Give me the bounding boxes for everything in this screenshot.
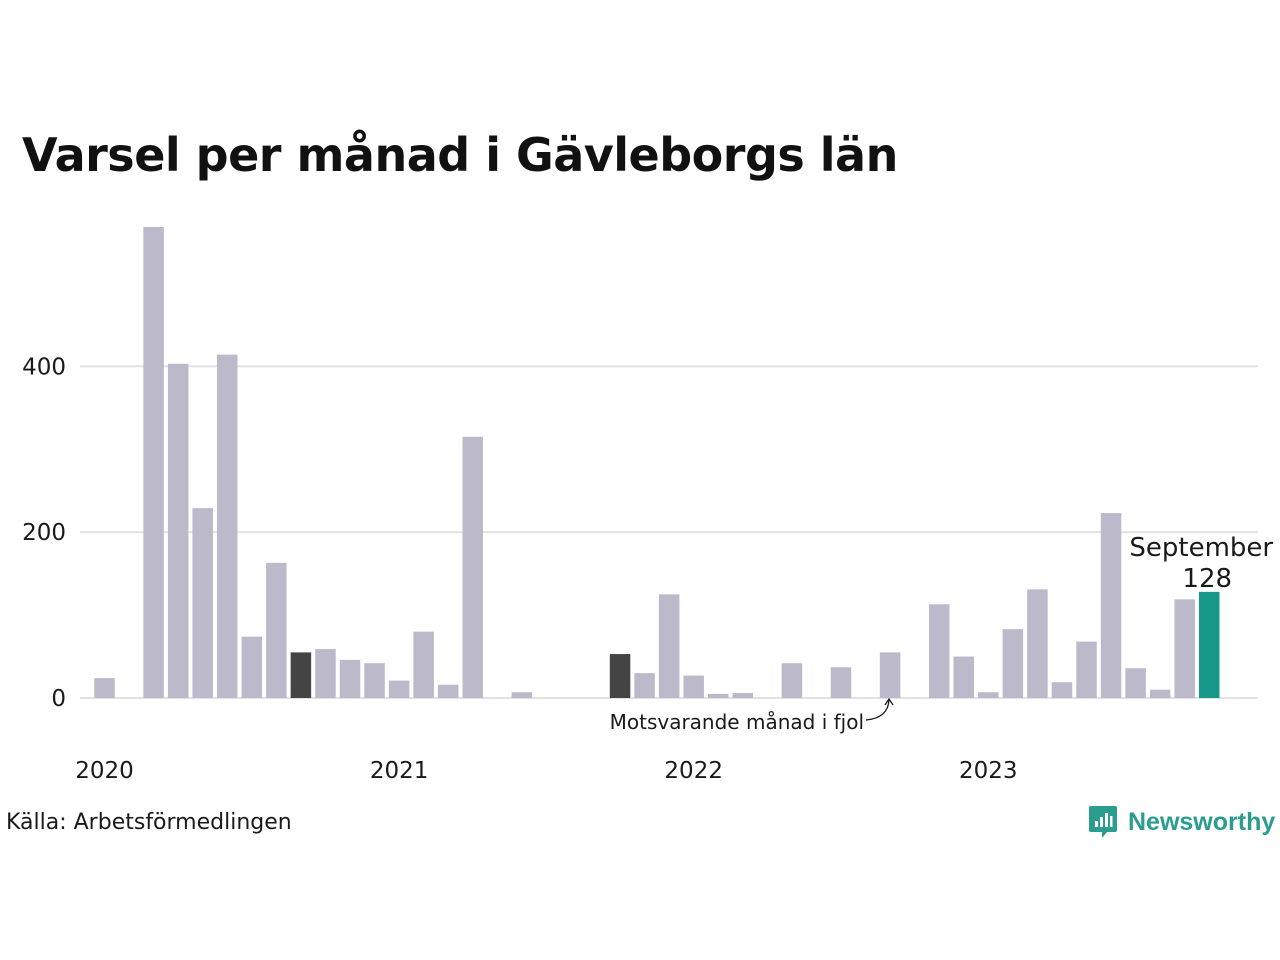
last-year-note: Motsvarande månad i fjol xyxy=(610,710,864,734)
bar xyxy=(462,436,483,698)
x-tick-label: 2021 xyxy=(370,758,429,784)
y-tick-label: 400 xyxy=(22,354,66,380)
bar xyxy=(781,663,803,698)
bar-same-month-last-year xyxy=(609,654,631,698)
chart-title: Varsel per månad i Gävleborgs län xyxy=(22,128,898,182)
x-tick-label: 2022 xyxy=(664,758,723,784)
bar xyxy=(413,631,434,698)
bar xyxy=(1125,668,1146,698)
bar xyxy=(658,594,680,698)
y-tick-label: 200 xyxy=(22,520,66,546)
bar xyxy=(1027,589,1048,698)
bar xyxy=(953,656,974,698)
bar xyxy=(388,680,410,698)
bar xyxy=(217,354,238,698)
current-value-label: 128 xyxy=(1182,564,1232,594)
bar xyxy=(830,667,852,698)
bar xyxy=(1174,599,1195,698)
bar xyxy=(1076,641,1097,698)
bar xyxy=(266,562,287,698)
bar xyxy=(339,659,361,698)
bar-current-month xyxy=(1199,591,1220,698)
annotation-arrowhead xyxy=(884,697,894,706)
bar xyxy=(1149,689,1171,698)
bar xyxy=(978,692,999,698)
bar xyxy=(315,649,336,698)
bar xyxy=(1100,513,1122,698)
x-tick-label: 2020 xyxy=(75,758,134,784)
bar xyxy=(732,693,754,698)
annotation-arrow xyxy=(865,699,890,721)
bar xyxy=(167,363,189,698)
bar-layer xyxy=(94,226,1220,699)
bar-same-month-last-year xyxy=(290,652,312,698)
bar xyxy=(241,636,263,698)
y-tick-label: 0 xyxy=(51,686,66,712)
bar xyxy=(683,675,704,698)
bar xyxy=(143,226,164,699)
bar xyxy=(708,693,729,698)
current-month-label: September xyxy=(1129,533,1273,563)
brand-name: Newsworthy xyxy=(1128,807,1276,836)
bar xyxy=(634,673,655,698)
source-note: Källa: Arbetsförmedlingen xyxy=(6,810,292,835)
bar xyxy=(928,604,950,698)
bar xyxy=(437,684,459,698)
bar xyxy=(1002,629,1024,698)
bar xyxy=(192,508,213,698)
bar xyxy=(511,692,533,698)
bar xyxy=(879,652,901,698)
bar xyxy=(364,663,385,698)
bar xyxy=(94,678,115,698)
newsworthy-logo-icon xyxy=(1089,806,1117,838)
bar xyxy=(1051,682,1073,698)
brand-logo: Newsworthy xyxy=(1088,804,1275,840)
x-tick-label: 2023 xyxy=(959,758,1018,784)
